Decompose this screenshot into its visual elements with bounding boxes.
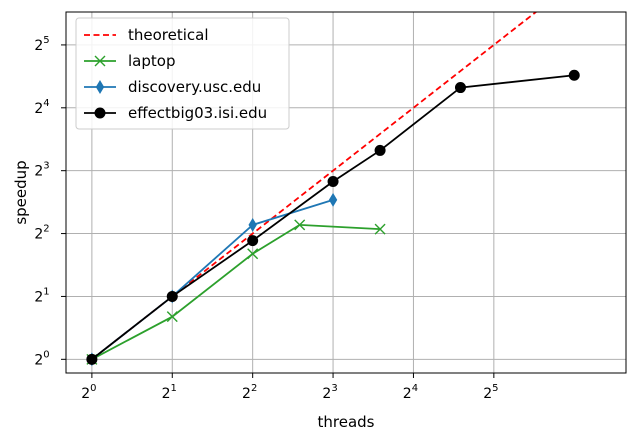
- x-tick-label: 21: [162, 383, 177, 402]
- series-line: [91, 12, 538, 361]
- data-point: [166, 290, 178, 302]
- legend-marker: [94, 55, 106, 67]
- legend-entry: theoretical: [84, 26, 209, 44]
- legend-label: theoretical: [128, 26, 209, 44]
- legend-entry: effectbig03.isi.edu: [84, 104, 267, 122]
- x-tick-label: 25: [483, 383, 498, 402]
- x-tick-label: 23: [322, 383, 337, 402]
- data-point: [247, 248, 259, 260]
- legend-label: effectbig03.isi.edu: [128, 104, 267, 122]
- data-point: [328, 192, 338, 207]
- legend-label: discovery.usc.edu: [128, 78, 261, 96]
- legend-marker: [95, 80, 105, 94]
- y-tick-label: 25: [34, 35, 49, 54]
- x-axis-label: threads: [318, 413, 375, 431]
- data-point: [248, 217, 257, 232]
- series-effectbig03.isi.edu: [86, 69, 580, 365]
- legend-entry: discovery.usc.edu: [84, 78, 261, 96]
- y-tick-label: 23: [34, 161, 49, 180]
- legend-label: laptop: [128, 52, 175, 70]
- legend-marker: [94, 107, 106, 119]
- data-point: [247, 235, 259, 247]
- data-point: [374, 223, 386, 235]
- legend: theoretical laptop discovery.usc.edu effect…: [75, 17, 290, 130]
- x-tick-label: 24: [403, 383, 418, 402]
- data-point: [568, 69, 580, 81]
- data-point: [454, 82, 466, 94]
- data-point: [327, 176, 339, 188]
- data-point: [86, 353, 98, 365]
- legend-box: [75, 17, 290, 130]
- y-tick-label: 22: [34, 224, 49, 243]
- series-line: [91, 223, 381, 361]
- y-tick-label: 20: [34, 349, 49, 368]
- y-tick-label: 21: [34, 286, 49, 305]
- y-tick-label: 24: [34, 98, 49, 117]
- data-point: [374, 144, 386, 156]
- x-tick-label: 22: [242, 383, 257, 402]
- series-theoretical: [91, 12, 538, 361]
- series-layer: [86, 12, 580, 367]
- series-line: [91, 198, 334, 361]
- x-tick-label: 20: [81, 383, 96, 402]
- data-point: [166, 311, 178, 323]
- legend-entry: laptop: [84, 52, 175, 70]
- plot-frame: [65, 11, 627, 374]
- y-axis-label: speedup: [12, 160, 30, 224]
- data-point: [294, 219, 306, 231]
- series-discovery.usc.edu: [87, 192, 338, 367]
- series-laptop: [86, 219, 386, 365]
